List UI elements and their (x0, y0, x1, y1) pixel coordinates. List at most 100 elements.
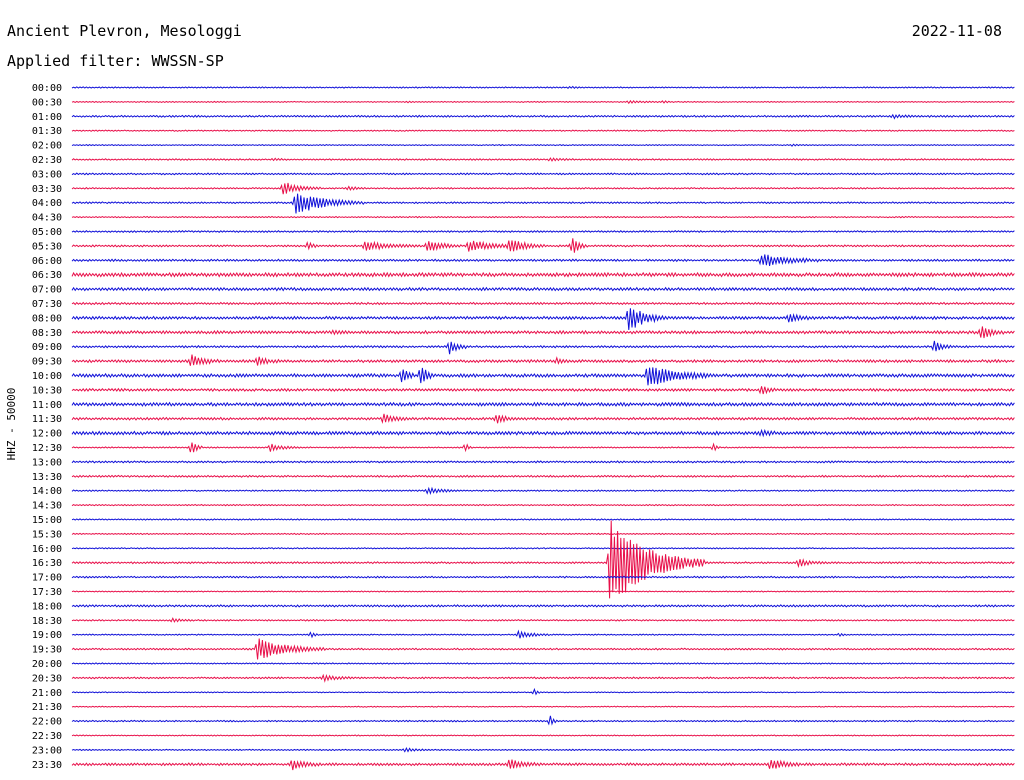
time-label: 18:00 (32, 601, 62, 612)
station-title: Ancient Plevron, Mesologgi (7, 22, 242, 40)
time-label: 12:30 (32, 443, 62, 454)
date-label: 2022-11-08 (911, 22, 1002, 40)
trace-line (71, 705, 1015, 708)
trace-line (71, 113, 1015, 120)
time-label: 23:00 (32, 745, 62, 756)
time-label: 19:30 (32, 645, 62, 656)
filter-label: Applied filter: WWSSN-SP (7, 52, 224, 70)
time-label: 08:30 (32, 328, 62, 339)
time-label: 15:30 (32, 529, 62, 540)
trace-line (71, 662, 1015, 665)
trace-line (71, 271, 1015, 278)
time-label: 01:30 (32, 126, 62, 137)
time-label: 11:00 (32, 400, 62, 411)
time-label: 02:00 (32, 141, 62, 152)
trace-line (71, 129, 1015, 132)
trace-line (71, 413, 1015, 424)
trace-line (71, 230, 1015, 233)
time-label: 14:00 (32, 486, 62, 497)
trace-line (71, 401, 1015, 408)
trace-line (71, 604, 1015, 608)
y-axis-label: HHZ - 50000 (5, 388, 18, 461)
time-label: 07:00 (32, 285, 62, 296)
time-label: 00:30 (32, 97, 62, 108)
trace-line (71, 734, 1015, 737)
trace-line (71, 215, 1015, 219)
trace-line (71, 367, 1015, 386)
trace-line (71, 532, 1015, 536)
trace-line (71, 99, 1015, 105)
trace-line (71, 547, 1015, 550)
time-label: 03:30 (32, 184, 62, 195)
time-label: 05:00 (32, 227, 62, 238)
time-label: 17:00 (32, 573, 62, 584)
time-label: 22:30 (32, 731, 62, 742)
trace-line (71, 157, 1015, 162)
trace-line (71, 428, 1015, 438)
trace-line (71, 486, 1015, 496)
trace-line (71, 238, 1015, 253)
time-label: 21:30 (32, 702, 62, 713)
trace-line (71, 638, 1015, 660)
trace-line (71, 575, 1015, 579)
trace-line (71, 182, 1015, 195)
time-label: 12:00 (32, 429, 62, 440)
time-label: 20:30 (32, 673, 62, 684)
trace-line (71, 286, 1015, 292)
time-label: 23:30 (32, 760, 62, 771)
trace-line (71, 308, 1015, 330)
time-label: 17:30 (32, 587, 62, 598)
time-label-group: 00:00 00:30 01:00 01:30 02:00 02:30 03:00 03:30… (32, 83, 62, 771)
trace-line (71, 442, 1015, 453)
time-label: 19:00 (32, 630, 62, 641)
time-label: 04:30 (32, 213, 62, 224)
time-label: 16:00 (32, 544, 62, 555)
time-label: 05:30 (32, 241, 62, 252)
trace-line (71, 590, 1015, 593)
trace-line (71, 460, 1015, 464)
trace-group (71, 85, 1015, 771)
trace-line (71, 354, 1015, 366)
time-label: 04:00 (32, 198, 62, 209)
time-label: 10:00 (32, 371, 62, 382)
trace-line (71, 301, 1015, 306)
time-label: 13:30 (32, 472, 62, 483)
time-label: 08:00 (32, 313, 62, 324)
trace-line (71, 518, 1015, 521)
trace-line (71, 193, 1015, 214)
time-label: 10:30 (32, 385, 62, 396)
time-label: 01:00 (32, 112, 62, 123)
time-label: 09:00 (32, 342, 62, 353)
trace-line (71, 617, 1015, 623)
time-label: 02:30 (32, 155, 62, 166)
time-label: 16:30 (32, 558, 62, 569)
trace-line (71, 629, 1015, 639)
trace-line (71, 143, 1015, 147)
trace-line (71, 474, 1015, 478)
time-label: 06:30 (32, 270, 62, 281)
time-label: 11:30 (32, 414, 62, 425)
trace-line (71, 503, 1015, 507)
trace-line (71, 673, 1015, 683)
time-label: 22:00 (32, 717, 62, 728)
time-label: 18:30 (32, 616, 62, 627)
time-label: 20:00 (32, 659, 62, 670)
trace-line (71, 715, 1015, 726)
time-label: 15:00 (32, 515, 62, 526)
time-label: 00:00 (32, 83, 62, 94)
time-label: 21:00 (32, 688, 62, 699)
time-label: 03:00 (32, 169, 62, 180)
trace-line (71, 326, 1015, 339)
trace-line (71, 759, 1015, 771)
trace-line (71, 85, 1015, 90)
time-label: 06:00 (32, 256, 62, 267)
time-label: 14:30 (32, 501, 62, 512)
trace-line (71, 172, 1015, 176)
trace-line (71, 340, 1015, 355)
trace-line (71, 747, 1015, 753)
time-label: 09:30 (32, 357, 62, 368)
trace-line (71, 254, 1015, 266)
trace-line (71, 687, 1015, 696)
trace-line (71, 520, 1015, 599)
